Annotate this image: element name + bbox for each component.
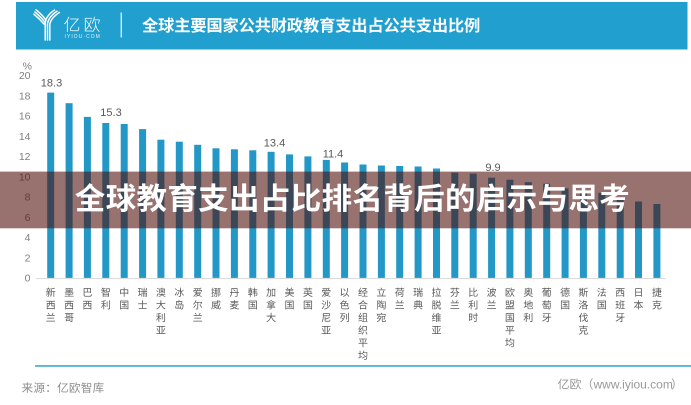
svg-text:18.315.313.411.49.9: 18.315.313.411.49.9 [41,78,501,174]
svg-text:www.iyiou.com: www.iyiou.com [593,378,673,392]
svg-text:IYIOU·COM: IYIOU·COM [65,34,101,40]
svg-text:%: % [23,61,32,73]
